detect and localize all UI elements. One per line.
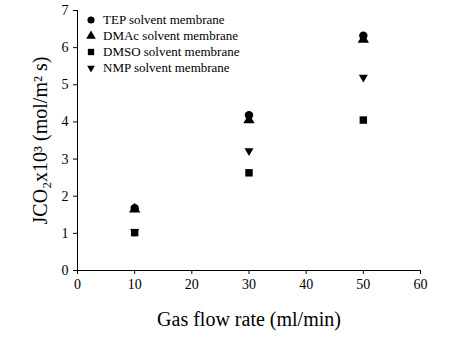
svg-text:10: 10 [128, 277, 142, 292]
html-text:NMP solvent membrane: NMP solvent membrane [103, 60, 230, 75]
svg-text:5: 5 [62, 77, 69, 92]
svg-text:3: 3 [62, 152, 69, 167]
svg-text:2: 2 [62, 189, 69, 204]
html-text:TEP solvent membrane: TEP solvent membrane [103, 12, 225, 27]
svg-text:6: 6 [62, 40, 69, 55]
html-text:DMSO solvent membrane: DMSO solvent membrane [103, 44, 240, 59]
svg-text:JCO₂x10³ (mol/m² s): JCO₂x10³ (mol/m² s) [29, 57, 52, 225]
svg-text:Gas flow rate (ml/min): Gas flow rate (ml/min) [157, 308, 341, 331]
svg-text:40: 40 [299, 277, 313, 292]
svg-text:30: 30 [242, 277, 256, 292]
html-text:DMAc solvent membrane: DMAc solvent membrane [103, 28, 238, 43]
svg-text:20: 20 [185, 277, 199, 292]
svg-text:60: 60 [414, 277, 428, 292]
svg-text:4: 4 [62, 114, 69, 129]
svg-text:1: 1 [62, 226, 69, 241]
svg-text:50: 50 [356, 277, 370, 292]
svg-text:7: 7 [62, 3, 69, 18]
svg-text:0: 0 [74, 277, 81, 292]
svg-text:0: 0 [62, 263, 69, 278]
